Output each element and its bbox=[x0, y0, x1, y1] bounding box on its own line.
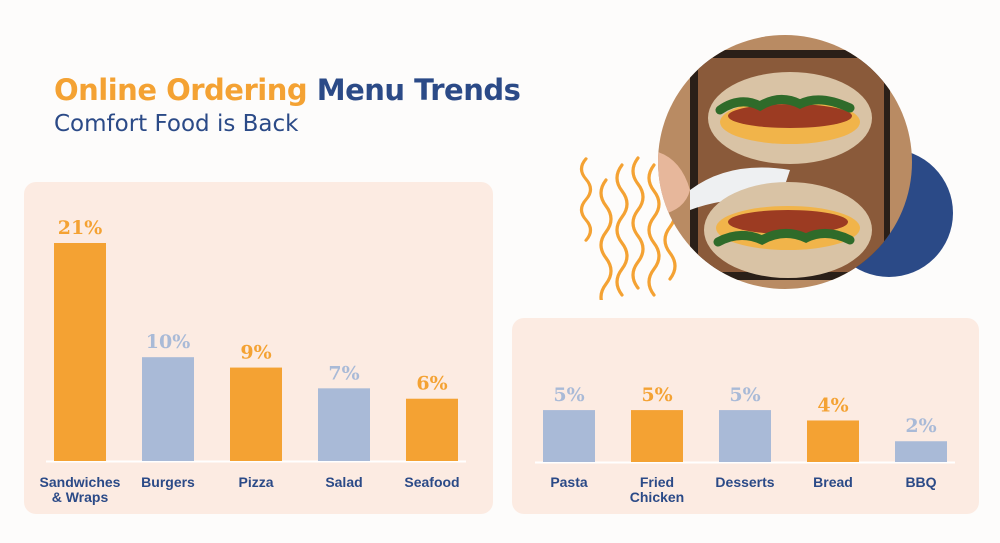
category-label: Pasta bbox=[550, 474, 588, 490]
data-label: 4% bbox=[817, 394, 848, 416]
data-label: 9% bbox=[240, 342, 271, 364]
data-label: 5% bbox=[641, 384, 672, 406]
category-label: Desserts bbox=[715, 474, 774, 490]
data-label: 21% bbox=[58, 217, 103, 239]
bar bbox=[230, 367, 282, 461]
data-label: 5% bbox=[553, 384, 584, 406]
category-label: BBQ bbox=[905, 474, 936, 490]
bar bbox=[807, 420, 859, 462]
title-highlight: Online Ordering bbox=[54, 73, 308, 107]
bar bbox=[543, 410, 595, 462]
page-subtitle: Comfort Food is Back bbox=[54, 111, 299, 137]
bar bbox=[318, 388, 370, 461]
category-label: Seafood bbox=[404, 474, 459, 490]
page-title: Online Ordering Menu Trends bbox=[54, 72, 521, 108]
data-label: 6% bbox=[416, 373, 447, 395]
category-label: Bread bbox=[813, 474, 853, 490]
bar bbox=[631, 410, 683, 462]
category-label: Fried Chicken bbox=[630, 474, 684, 505]
category-label: Sandwiches & Wraps bbox=[40, 474, 121, 505]
data-label: 5% bbox=[729, 384, 760, 406]
bar bbox=[54, 243, 106, 461]
category-label: Pizza bbox=[238, 474, 273, 490]
title-block: Online Ordering Menu Trends Comfort Food… bbox=[54, 72, 521, 140]
bar bbox=[895, 441, 947, 462]
sandwich-photo bbox=[579, 35, 953, 300]
category-label: Salad bbox=[325, 474, 362, 490]
data-label: 10% bbox=[146, 331, 191, 353]
data-label: 2% bbox=[905, 415, 936, 437]
bar bbox=[719, 410, 771, 462]
bar bbox=[142, 357, 194, 461]
sandwich-image bbox=[658, 35, 912, 289]
bar bbox=[406, 398, 458, 461]
category-label: Burgers bbox=[141, 474, 195, 490]
title-rest: Menu Trends bbox=[316, 73, 521, 107]
data-label: 7% bbox=[328, 362, 359, 384]
